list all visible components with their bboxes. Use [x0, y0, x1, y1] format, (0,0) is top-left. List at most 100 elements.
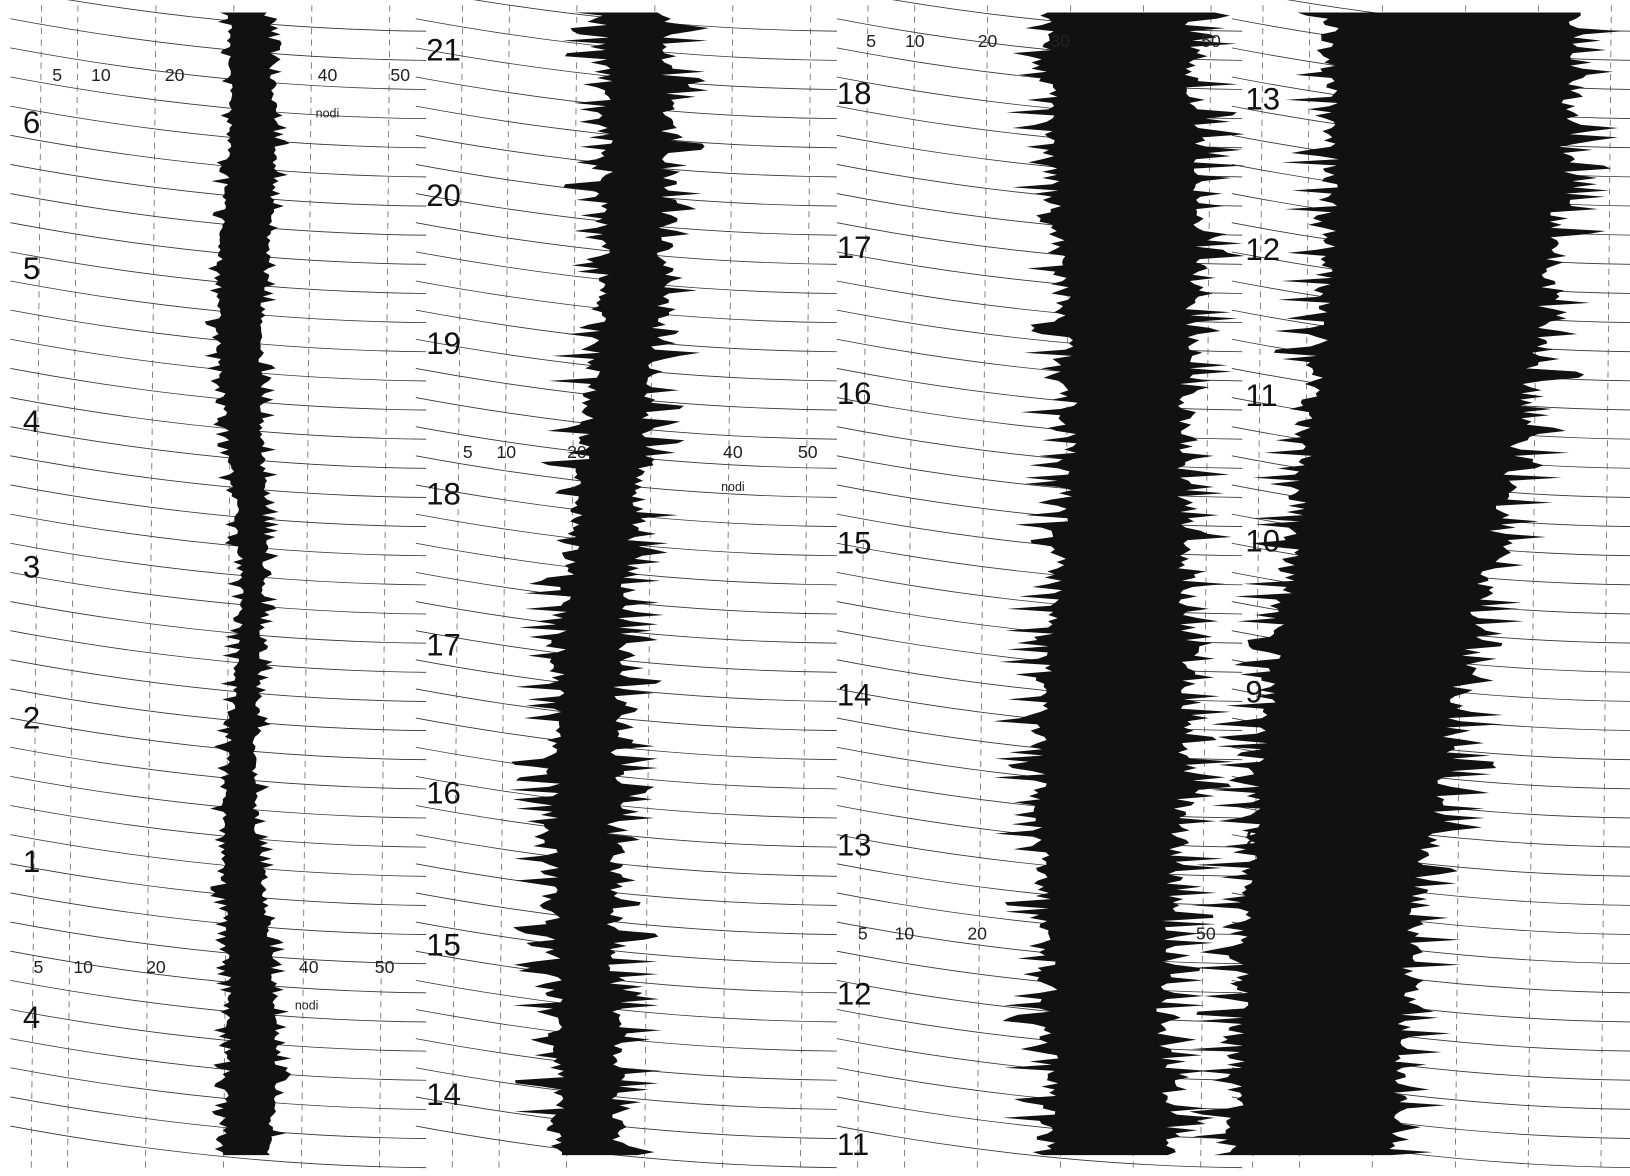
hour-label: 18	[426, 477, 461, 512]
hour-label: 17	[837, 230, 872, 265]
hour-label: 14	[426, 1077, 461, 1112]
anemograph-scan: 6543214510204050nodi510204050nodi2120191…	[0, 0, 1630, 1176]
scale-tick-label: 10	[91, 65, 111, 85]
hour-label: 6	[23, 105, 40, 140]
scale-tick-label: 50	[1201, 31, 1221, 51]
hour-label: 17	[426, 628, 461, 663]
hour-label: 20	[426, 178, 461, 213]
chart-gridline	[800, 5, 810, 1171]
chart-arc	[10, 164, 426, 206]
scale-tick-label: 5	[866, 31, 876, 51]
chart-arc	[10, 1068, 426, 1110]
chart-gridline	[146, 5, 156, 1171]
page: 6543214510204050nodi510204050nodi2120191…	[0, 0, 1630, 1176]
hour-label: 15	[426, 927, 461, 962]
chart-arc	[10, 718, 426, 760]
chart-gridline	[977, 5, 987, 1171]
chart-arc	[10, 660, 426, 702]
hour-label: 16	[426, 775, 461, 810]
hour-label: 8	[1245, 823, 1262, 858]
hour-label: 16	[837, 376, 872, 411]
chart-arc	[10, 602, 426, 644]
scale-tick-label: 50	[798, 442, 818, 462]
scale-unit: nodi	[316, 107, 340, 121]
scale-tick-label: 5	[52, 65, 62, 85]
chart-arc	[10, 19, 426, 61]
scale-unit: nodi	[721, 480, 745, 494]
scale-tick-label: 50	[375, 957, 395, 977]
chart-arc	[10, 893, 426, 935]
scale-tick-label: 30	[1051, 31, 1071, 51]
chart-arc	[10, 0, 426, 31]
chart-arc	[416, 864, 837, 906]
chart-gridline	[68, 5, 78, 1171]
hour-label: 1	[23, 844, 40, 879]
scale-tick-label: 20	[165, 65, 185, 85]
hour-label: 18	[837, 76, 872, 111]
chart-arc	[10, 689, 426, 731]
hour-label: 12	[837, 976, 872, 1011]
scale-tick-label: 10	[905, 31, 925, 51]
hour-label: 11	[1245, 378, 1277, 413]
scale-tick-label: 50	[390, 65, 410, 85]
scale-tick-label: 50	[1196, 924, 1216, 944]
chart-gridline	[1601, 5, 1611, 1171]
chart-arc	[10, 631, 426, 673]
chart-gridline	[31, 5, 41, 1171]
scale-tick-label: 20	[567, 442, 587, 462]
hour-label: 6	[1245, 1119, 1262, 1154]
hour-label: 3	[23, 550, 40, 585]
chart-arc	[10, 427, 426, 469]
chart-arc	[416, 893, 837, 935]
chart-arc	[10, 135, 426, 177]
chart-arc	[837, 1039, 1242, 1081]
hour-label: 12	[1245, 232, 1280, 267]
chart-arc	[10, 1126, 426, 1168]
scale-tick-label: 5	[858, 924, 868, 944]
chart-arc	[10, 1039, 426, 1081]
chart-arc	[10, 514, 426, 556]
chart-arc	[10, 1097, 426, 1139]
hour-label: 11	[837, 1127, 869, 1162]
hour-label: 13	[837, 827, 872, 862]
hour-label: 7	[1245, 976, 1262, 1011]
chart-arc	[10, 456, 426, 498]
chart-arc	[10, 106, 426, 148]
scale-tick-label: 20	[967, 924, 987, 944]
scale-tick-label: 40	[299, 957, 319, 977]
chart-arc	[10, 223, 426, 265]
chart-arc	[416, 922, 837, 964]
hour-label: 21	[426, 32, 461, 67]
hour-label: 10	[1245, 524, 1280, 559]
chart-arc	[10, 980, 426, 1022]
hour-label: 5	[23, 251, 40, 286]
chart-gridline	[722, 5, 732, 1171]
scale-tick-label: 10	[895, 924, 915, 944]
hour-label: 2	[23, 700, 40, 735]
scale-tick-label: 10	[73, 957, 93, 977]
chart-arc	[10, 864, 426, 906]
scale-tick-label: 5	[463, 442, 473, 462]
hour-label: 4	[23, 404, 40, 439]
wind-trace	[993, 12, 1246, 1155]
scale-tick-label: 10	[496, 442, 516, 462]
chart-arc	[10, 281, 426, 323]
hour-label: 13	[1245, 81, 1280, 116]
chart-arc	[10, 48, 426, 90]
wind-trace	[205, 12, 292, 1155]
scale-tick-label: 5	[34, 957, 44, 977]
chart-arc	[10, 77, 426, 119]
hour-label: 4	[23, 1000, 40, 1035]
hour-label: 19	[426, 326, 461, 361]
scale-tick-label: 20	[146, 957, 166, 977]
chart-arc	[10, 485, 426, 527]
scale-unit: nodi	[295, 998, 319, 1012]
chart-gridline	[379, 5, 389, 1171]
scale-tick-label: 40	[318, 65, 338, 85]
chart-arc	[416, 1039, 837, 1081]
chart-arc	[10, 776, 426, 818]
hour-label: 9	[1245, 674, 1262, 709]
chart-gridline	[301, 5, 311, 1171]
scale-tick-label: 20	[978, 31, 998, 51]
chart-gridline	[904, 5, 914, 1171]
